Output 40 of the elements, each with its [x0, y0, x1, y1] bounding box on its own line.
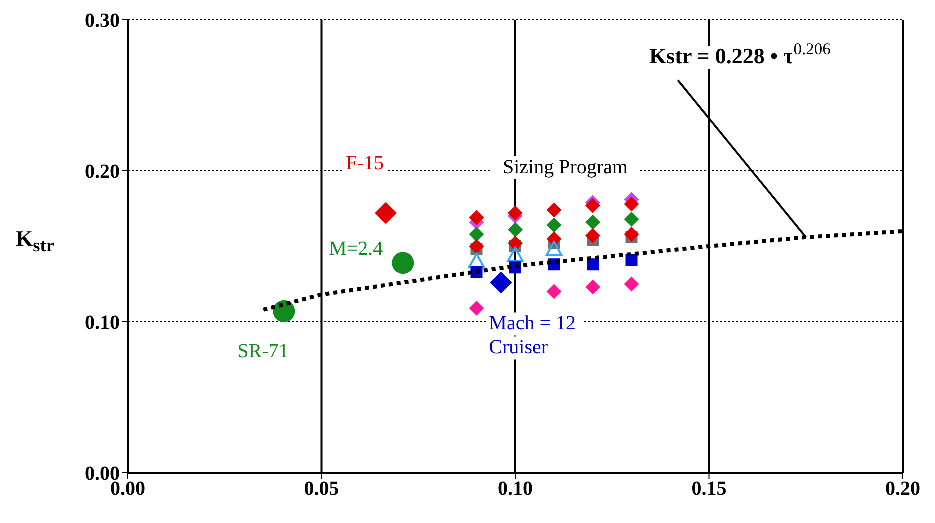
x-tick-label: 0.05 [304, 478, 340, 500]
point [469, 226, 484, 242]
point [546, 284, 562, 300]
point [586, 198, 600, 214]
point [469, 239, 484, 254]
point [624, 212, 640, 227]
point [624, 276, 640, 292]
x-tick-label: 0.15 [692, 478, 727, 500]
annotation: F-15 [346, 152, 384, 174]
y-axis-title: K$_{str}$ [16, 226, 54, 256]
point [508, 236, 523, 251]
point [273, 300, 296, 322]
y-tick-label: 0.20 [85, 161, 120, 184]
point [469, 210, 484, 226]
point [586, 228, 600, 244]
y-tick-label: 0.10 [85, 312, 120, 334]
point [546, 202, 562, 218]
point [587, 258, 599, 271]
annotation: Mach = 12 Cruiser [489, 312, 576, 359]
point [546, 218, 562, 233]
annotation: Kstr = 0.228 • τ$^{0.206}$ [649, 38, 831, 68]
x-tick-label: 0.10 [498, 478, 533, 500]
point [546, 241, 563, 257]
point [469, 300, 484, 316]
point [375, 202, 398, 224]
point [508, 206, 523, 221]
point [507, 247, 524, 263]
annotation: M=2.4 [329, 238, 384, 260]
point [624, 196, 640, 212]
point [624, 226, 640, 242]
annotation: SR-71 [238, 340, 289, 362]
point [586, 214, 600, 230]
point [468, 253, 486, 269]
point [586, 280, 600, 295]
point [490, 272, 512, 294]
y-tick-label: 0.30 [85, 10, 120, 32]
point [392, 252, 414, 274]
annotation: Sizing Program [503, 156, 628, 178]
x-tick-label: 0.20 [886, 478, 920, 500]
point [508, 222, 523, 238]
